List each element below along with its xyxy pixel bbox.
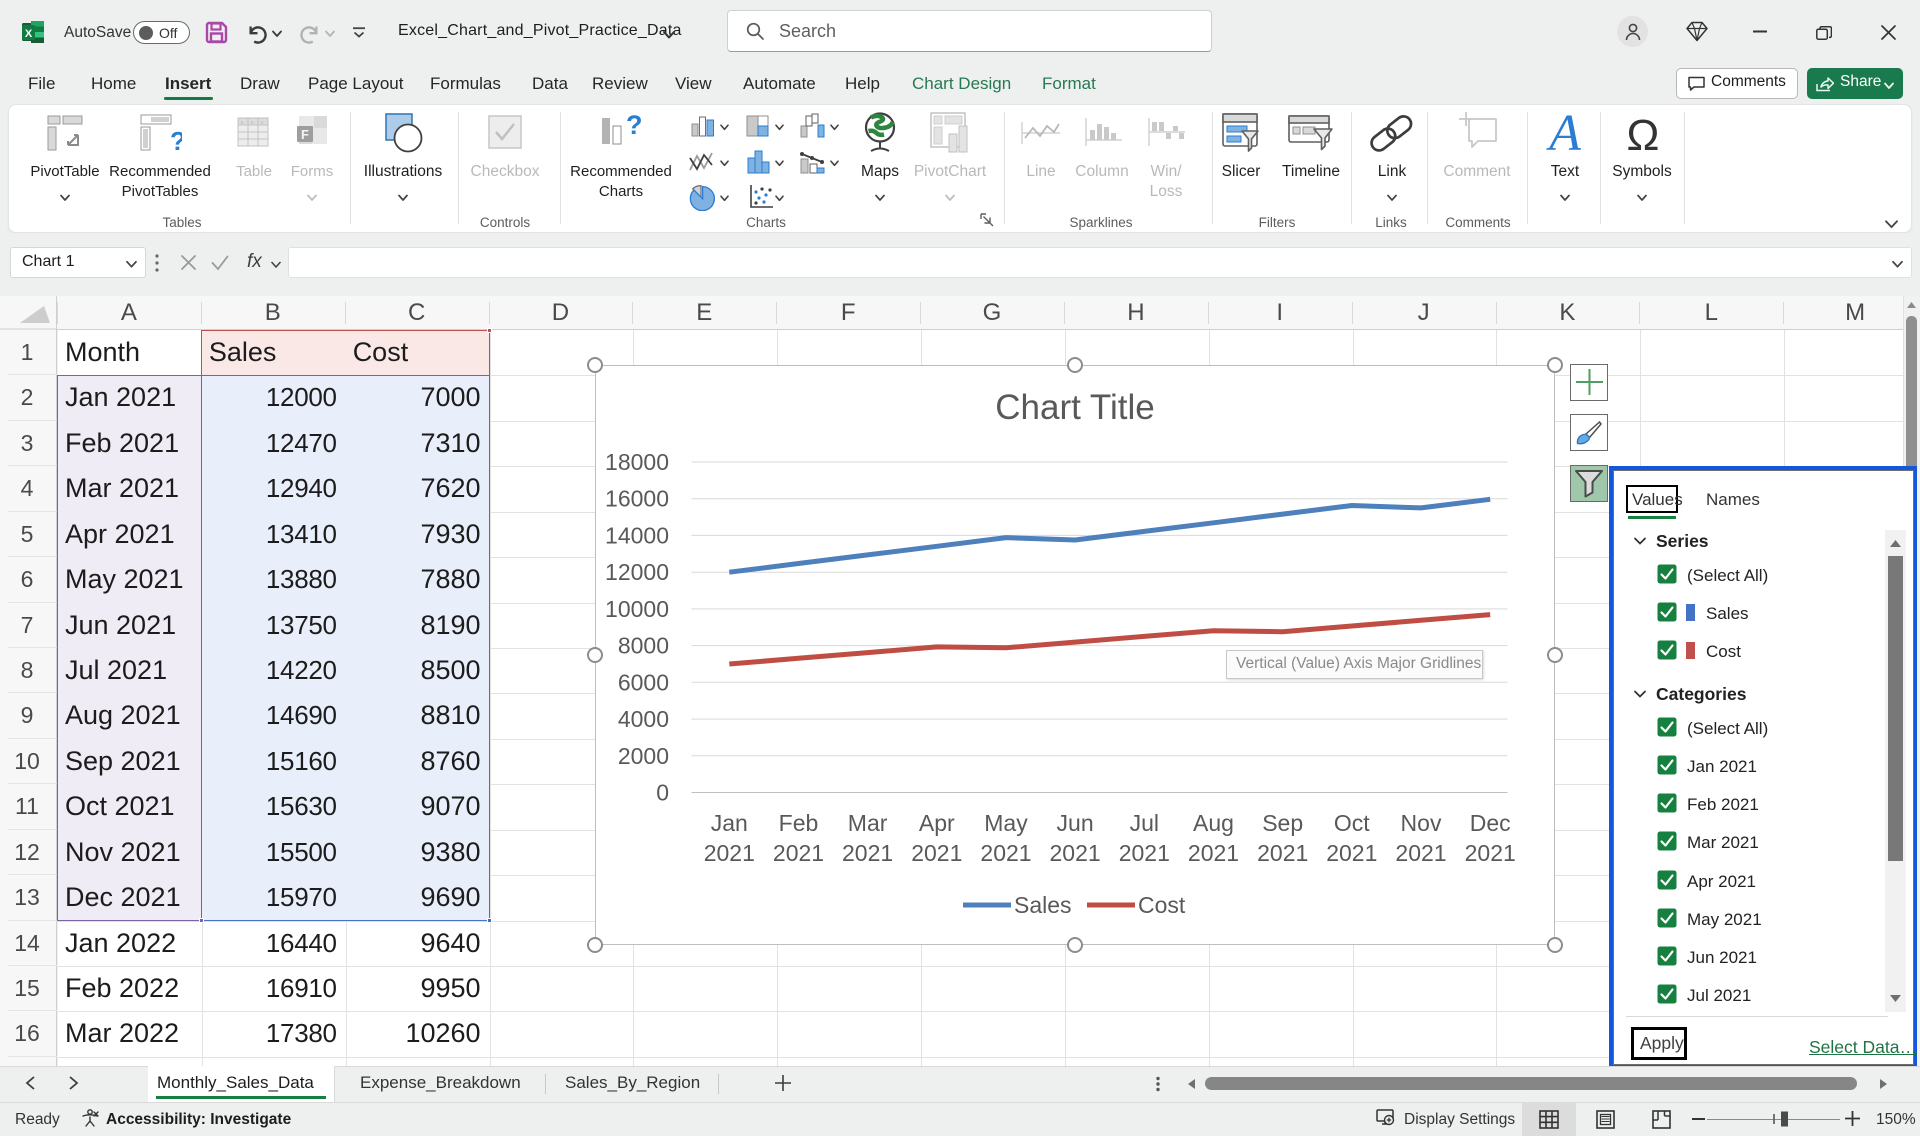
svg-text:Jul: Jul	[1129, 810, 1158, 836]
svg-text:2021: 2021	[703, 840, 754, 866]
svg-text:F: F	[301, 127, 309, 142]
svg-text:2021: 2021	[1395, 840, 1446, 866]
svg-text:Jun: Jun	[1056, 810, 1093, 836]
svg-text:?: ?	[170, 126, 182, 154]
svg-text:2021: 2021	[842, 840, 893, 866]
svg-text:Aug: Aug	[1193, 810, 1234, 836]
svg-text:Mar: Mar	[847, 810, 887, 836]
svg-text:Ω: Ω	[1627, 111, 1660, 156]
svg-text:2021: 2021	[772, 840, 823, 866]
svg-text:Chart Title: Chart Title	[995, 388, 1155, 427]
svg-text:Cost: Cost	[1138, 892, 1186, 918]
svg-text:10000: 10000	[605, 595, 669, 621]
svg-text:2021: 2021	[1049, 840, 1100, 866]
svg-text:0: 0	[656, 779, 669, 805]
svg-text:Nov: Nov	[1400, 810, 1441, 836]
svg-text:X: X	[25, 28, 33, 40]
svg-text:8000: 8000	[617, 632, 668, 658]
svg-text:4000: 4000	[617, 706, 668, 732]
svg-text:2021: 2021	[1118, 840, 1169, 866]
svg-text:2021: 2021	[911, 840, 962, 866]
svg-text:2021: 2021	[1326, 840, 1377, 866]
svg-text:Oct: Oct	[1333, 810, 1369, 836]
svg-text:Jan: Jan	[710, 810, 747, 836]
svg-text:2000: 2000	[617, 742, 668, 768]
svg-text:Sales: Sales	[1014, 892, 1072, 918]
svg-text:Feb: Feb	[778, 810, 818, 836]
svg-text:16000: 16000	[605, 485, 669, 511]
svg-text:Dec: Dec	[1469, 810, 1510, 836]
svg-text:14000: 14000	[605, 522, 669, 548]
svg-text:12000: 12000	[605, 559, 669, 585]
svg-text:2021: 2021	[980, 840, 1031, 866]
svg-text:6000: 6000	[617, 669, 668, 695]
svg-text:A: A	[1546, 106, 1581, 158]
svg-text:Sep: Sep	[1262, 810, 1303, 836]
svg-text:2021: 2021	[1187, 840, 1238, 866]
svg-text:May: May	[984, 810, 1028, 836]
svg-text:?: ?	[626, 112, 643, 140]
svg-text:2021: 2021	[1464, 840, 1515, 866]
svg-text:Apr: Apr	[918, 810, 954, 836]
svg-text:18000: 18000	[605, 449, 669, 475]
svg-text:2021: 2021	[1257, 840, 1308, 866]
